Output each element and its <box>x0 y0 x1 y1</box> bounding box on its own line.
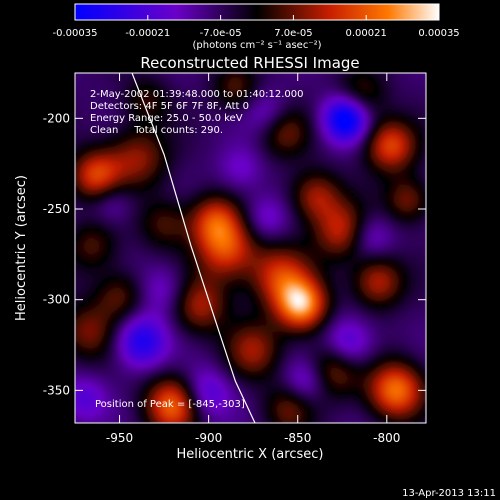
x-tick-label: -850 <box>284 431 311 445</box>
footer-timestamp: 13-Apr-2013 13:11 <box>402 488 496 499</box>
chart-title: Reconstructed RHESSI Image <box>140 54 359 72</box>
plot-frame <box>74 72 427 424</box>
colorbar-units-label: (photons cm⁻² s⁻¹ asec⁻²) <box>192 40 321 51</box>
annotation-time-range: 2-May-2002 01:39:48.000 to 01:40:12.000 <box>90 89 303 100</box>
colorbar-tick-label: -0.00021 <box>125 28 170 39</box>
x-tick-label: -900 <box>195 431 222 445</box>
colorbar <box>74 3 440 21</box>
colorbar-tick-label: 0.00035 <box>418 28 459 39</box>
y-axis-label: Heliocentric Y (arcsec) <box>14 175 29 321</box>
x-tick-label: -800 <box>373 431 400 445</box>
axis-ticks: -950 -900 -850 -800 -200 -250 -300 -350 <box>43 73 426 445</box>
colorbar-ticks: -0.00035 -0.00021 -7.0e-05 7.0e-05 0.00021 0.… <box>53 15 460 39</box>
annotation-peak-position: Position of Peak = [-845,-303] <box>95 399 245 410</box>
annotation-detectors: Detectors: 4F 5F 6F 7F 8F, Att 0 <box>90 101 249 112</box>
y-tick-label: -350 <box>43 383 70 397</box>
colorbar-tick-label: -7.0e-05 <box>200 28 242 39</box>
solar-limb-curve <box>131 73 256 423</box>
colorbar-tick-label: 7.0e-05 <box>274 28 312 39</box>
colorbar-tick-label: 0.00021 <box>346 28 387 39</box>
x-tick-label: -950 <box>106 431 133 445</box>
y-tick-label: -250 <box>43 202 70 216</box>
annotation-clean-counts: Clean Total counts: 290. <box>90 125 223 136</box>
annotation-energy-range: Energy Range: 25.0 - 50.0 keV <box>90 113 243 124</box>
x-axis-label: Heliocentric X (arcsec) <box>177 447 324 462</box>
y-tick-label: -300 <box>43 293 70 307</box>
heatmap-image <box>75 73 426 423</box>
colorbar-tick-label: -0.00035 <box>53 28 98 39</box>
y-tick-label: -200 <box>43 111 70 125</box>
